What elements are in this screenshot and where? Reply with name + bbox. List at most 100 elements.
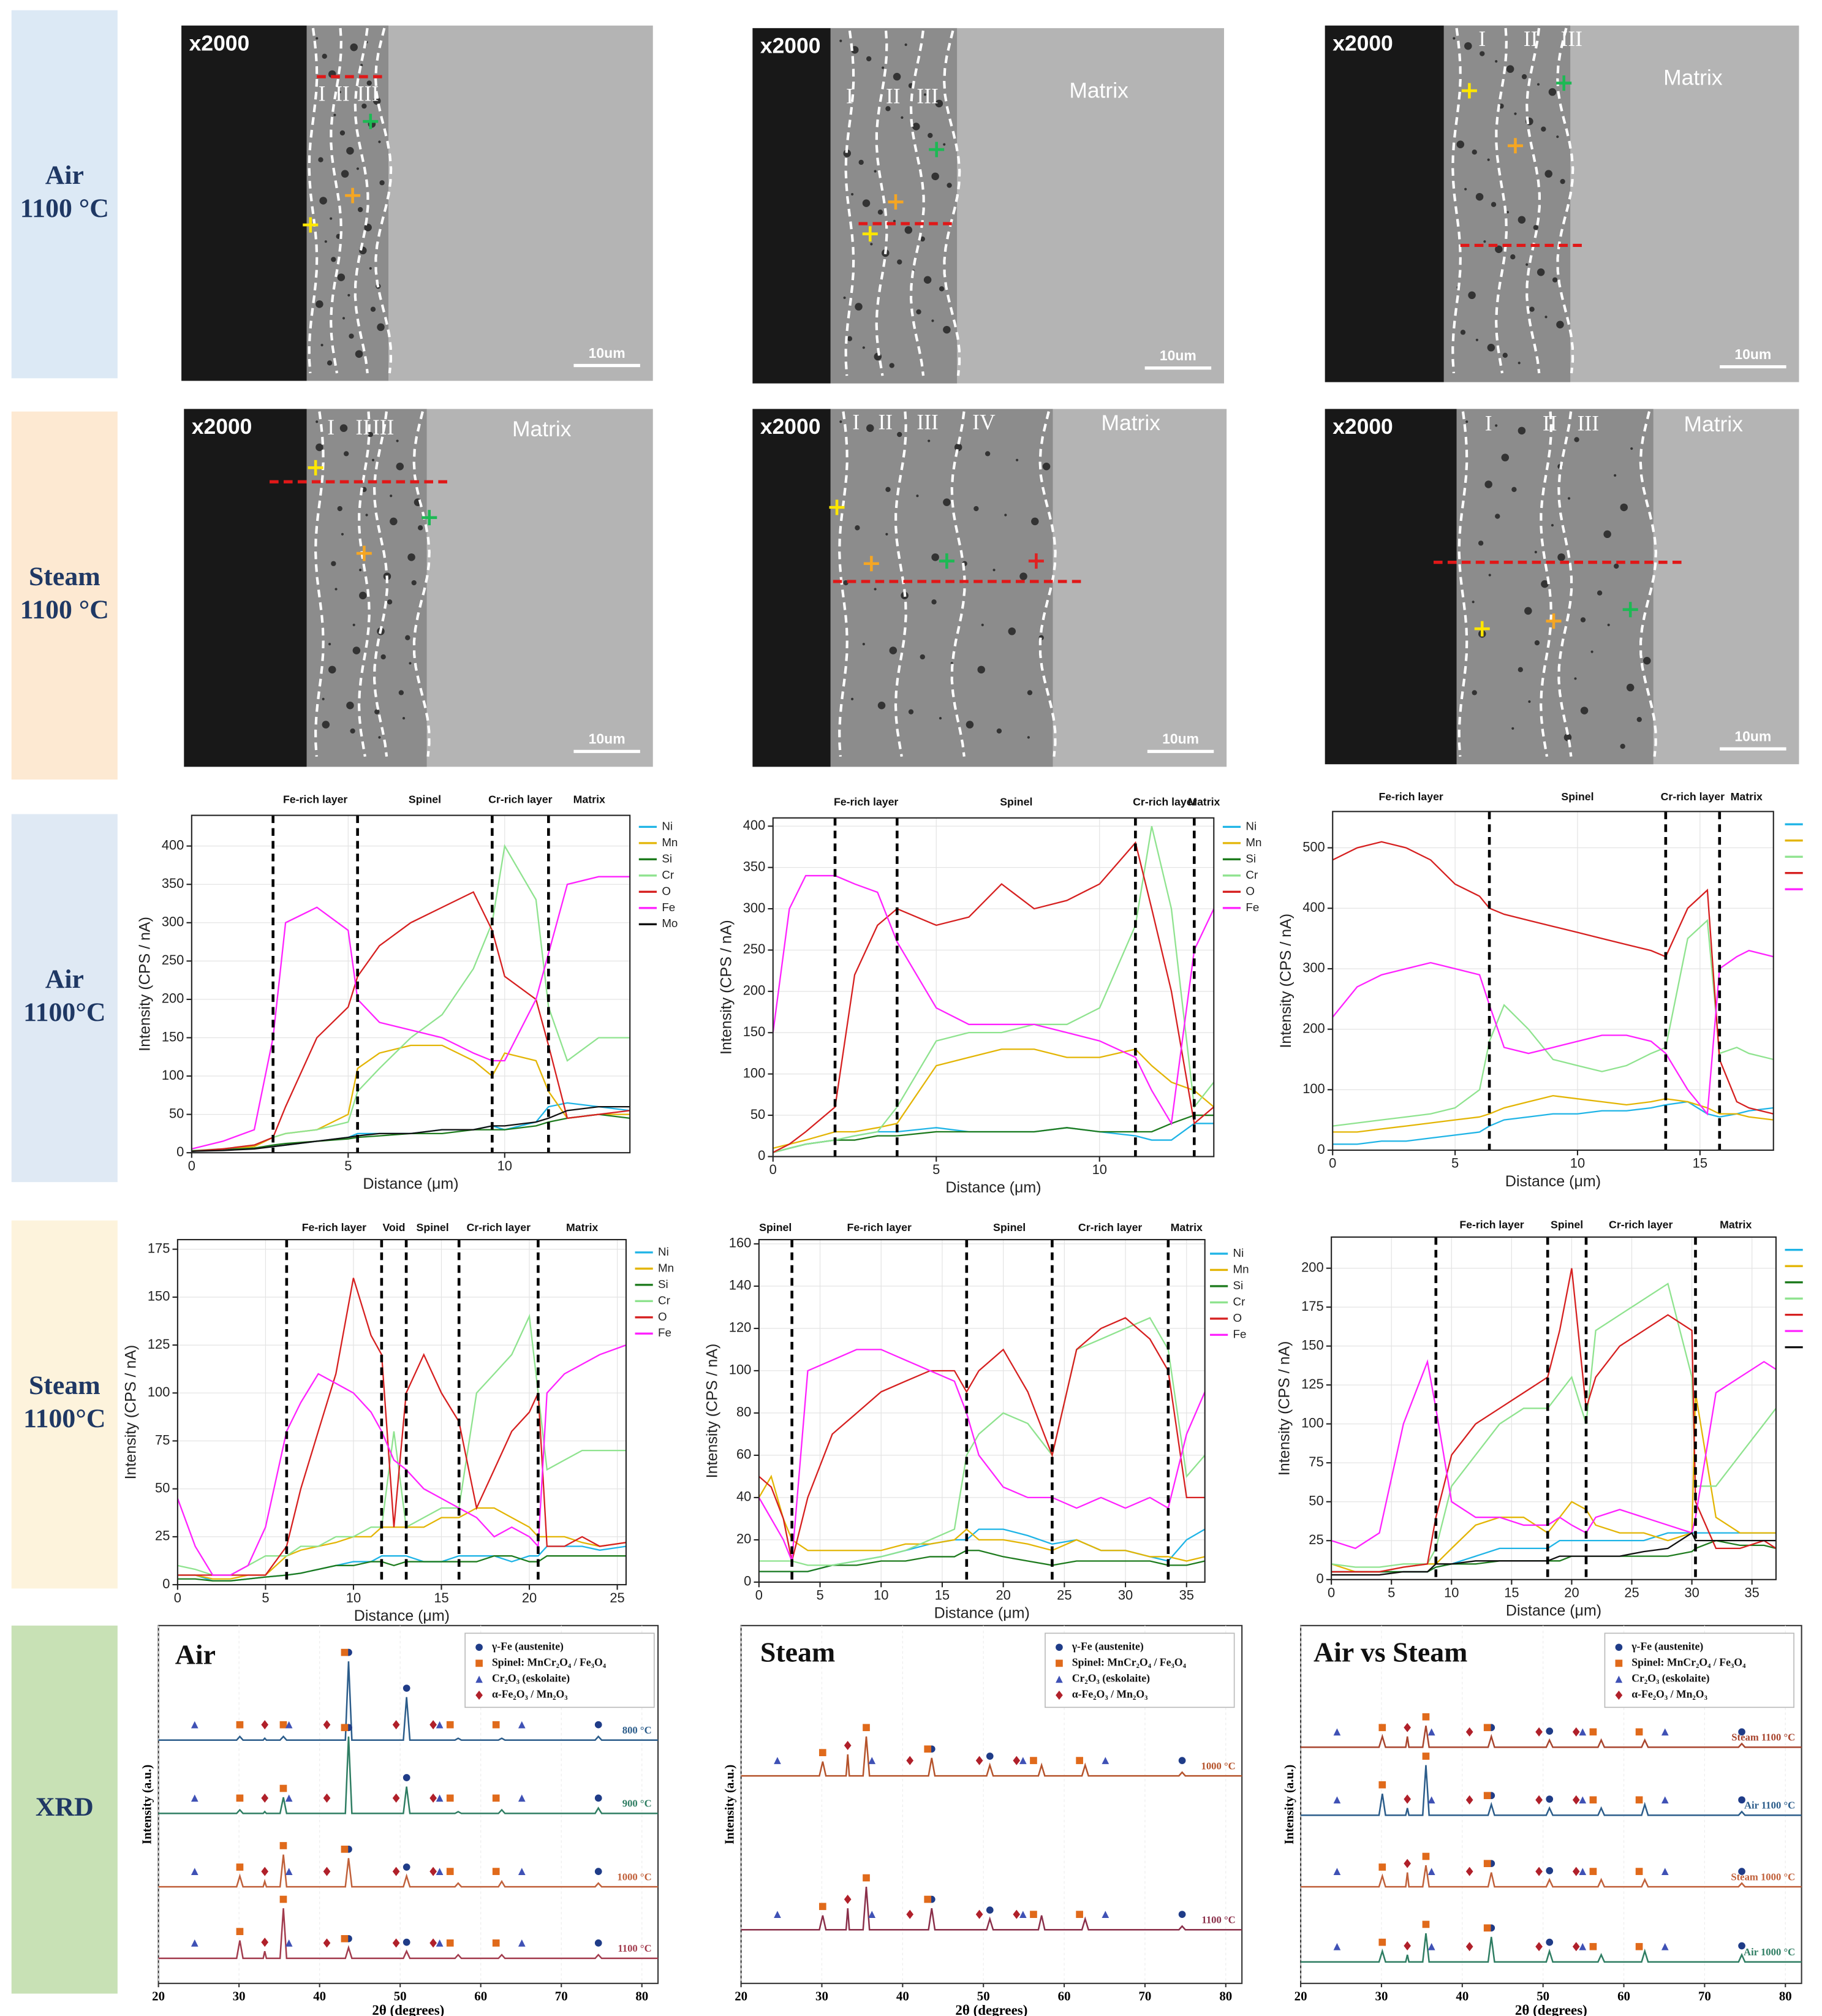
pore [331, 561, 336, 566]
pore [1620, 743, 1625, 749]
plot-frame [191, 814, 631, 1154]
phase-marker [261, 1720, 269, 1730]
legend-label: Ni [662, 819, 673, 832]
legend-label: α-Fe₂O₃ / Mn₂O₃ [1072, 1688, 1148, 1700]
pore [866, 56, 872, 62]
phase-marker [1019, 1911, 1027, 1919]
trace-label: 1000 °C [1201, 1760, 1236, 1772]
y-tick-label: 100 [729, 1362, 752, 1377]
pore [1478, 540, 1484, 546]
phase-marker [392, 1793, 400, 1803]
pore [370, 306, 376, 312]
y-tick-label: 100 [1302, 1081, 1325, 1096]
x-tick-label: 30 [233, 1989, 246, 2004]
x-tick-label: 50 [977, 1989, 990, 2004]
x-tick-label: 40 [896, 1989, 909, 2004]
layer-label: III [357, 81, 379, 106]
pore [1537, 268, 1545, 276]
chart-title: Steam [760, 1636, 835, 1667]
phase-marker [868, 1757, 876, 1764]
phase-marker [1013, 1909, 1021, 1919]
phase-marker [429, 1720, 437, 1730]
element-line [1331, 1359, 1777, 1550]
pore [885, 487, 891, 492]
legend-label: Spinel: MnCr₂O₄ / Fe₃O₄ [1631, 1656, 1746, 1668]
x-tick-label: 10 [874, 1588, 888, 1603]
pore [1453, 37, 1456, 40]
phase-marker [1333, 1942, 1341, 1950]
pore [912, 123, 920, 131]
phase-marker [446, 1939, 454, 1947]
pore [1630, 447, 1633, 450]
phase-marker [191, 1939, 198, 1947]
row-label: 1100 °C [20, 194, 109, 223]
y-axis-label: Intensity (CPS / nA) [703, 1344, 720, 1479]
x-tick-label: 25 [1624, 1585, 1639, 1600]
plot-area [773, 817, 1214, 1157]
row-label-box [11, 814, 118, 1183]
pore [1502, 352, 1508, 358]
pore [931, 599, 937, 605]
legend-label: γ-Fe (austenite) [1072, 1640, 1144, 1652]
x-tick-label: 20 [735, 1989, 747, 2004]
pore [1510, 254, 1516, 260]
element-line [758, 1474, 1205, 1562]
pore [939, 286, 945, 292]
region-label: Fe-rich layer [302, 1221, 366, 1233]
pore [897, 431, 902, 438]
phase-marker [1661, 1728, 1669, 1736]
pore [1465, 420, 1469, 423]
xrd-trace [741, 1736, 1242, 1777]
phase-marker [1546, 1867, 1554, 1874]
phase-marker [1738, 1868, 1745, 1875]
legend-label: Cr [1233, 1295, 1246, 1308]
x-axis-label: 2θ (degrees) [372, 2003, 444, 2016]
phase-marker [279, 1721, 287, 1729]
pore [862, 643, 865, 646]
phase-marker [1404, 1859, 1411, 1868]
matrix-label: Matrix [1069, 78, 1128, 103]
y-axis-label: Intensity (CPS / nA) [136, 917, 153, 1052]
pore [378, 140, 381, 143]
pore [346, 701, 354, 710]
layer-label: I [319, 81, 326, 106]
pore [374, 709, 380, 714]
pore [943, 498, 951, 506]
pore [1501, 453, 1510, 461]
phase-marker [975, 1909, 983, 1919]
pore [1574, 677, 1577, 680]
legend: γ-Fe (austenite) Spinel: MnCr₂O₄ / Fe₃O₄ C… [1045, 1632, 1235, 1708]
layer-boundary [943, 30, 961, 376]
pore [1614, 563, 1619, 569]
phase-marker [844, 1740, 852, 1750]
plot-frame [758, 1238, 1206, 1583]
pore [335, 588, 338, 591]
layer-label: III [917, 410, 938, 434]
phase-marker [863, 1724, 870, 1732]
phase-marker [1378, 1938, 1386, 1946]
trace-label: Steam 1100 °C [1731, 1732, 1795, 1743]
pore [1597, 590, 1603, 596]
pore [1472, 601, 1475, 604]
y-tick-label: 150 [148, 1289, 170, 1304]
pore [322, 697, 325, 700]
phase-marker [436, 1939, 444, 1947]
pore [390, 495, 393, 498]
legend-box [1604, 1632, 1794, 1708]
y-tick-label: 400 [1302, 900, 1325, 915]
pore [877, 701, 886, 710]
y-tick-label: 350 [162, 876, 184, 891]
element-line [1331, 1268, 1777, 1573]
oxide-region [830, 409, 1053, 767]
x-tick-label: 70 [1139, 1989, 1152, 2004]
phase-marker [429, 1793, 437, 1803]
pore [847, 336, 853, 341]
legend-label: Mn [1246, 836, 1261, 849]
legend-marker [1615, 1675, 1623, 1683]
layer-label: II [878, 410, 893, 434]
pore [352, 623, 355, 626]
region-label: Spinel [993, 1221, 1026, 1233]
region-label: Cr-rich layer [467, 1221, 531, 1233]
phase-marker [1635, 1942, 1643, 1950]
pore [365, 513, 368, 517]
